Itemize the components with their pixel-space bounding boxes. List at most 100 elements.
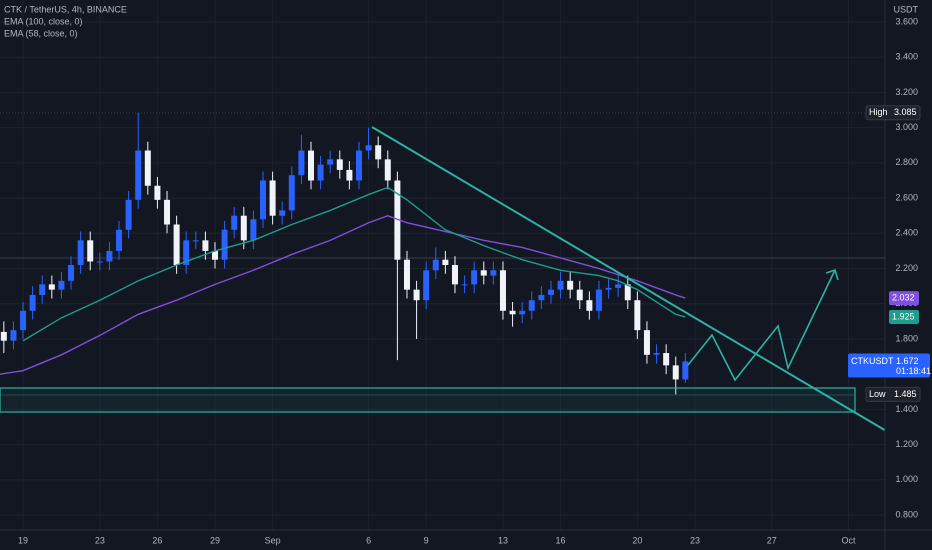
candle-body (557, 280, 564, 290)
y-tick-label: 2.400 (895, 228, 918, 238)
y-tick-label: 0.800 (895, 509, 918, 519)
candle-body (288, 175, 295, 211)
price-tag-value: 3.085 (894, 107, 917, 117)
candle-body (586, 300, 593, 311)
x-tick-label: 26 (152, 535, 162, 545)
candle-body (576, 289, 583, 301)
candle-body (269, 180, 276, 216)
candle-body (355, 150, 362, 181)
ema-line (0, 214, 686, 375)
candle-body (202, 240, 209, 251)
x-tick-label: 16 (556, 535, 566, 545)
arrow-head (825, 268, 839, 281)
candle-body (394, 180, 401, 260)
price-tag-countdown: 01:18:41 (896, 366, 931, 376)
candle-body (605, 287, 612, 290)
candle-body (96, 261, 103, 263)
candle-body (68, 265, 75, 281)
y-tick-label: 1.400 (895, 404, 918, 414)
price-tag-value: 1.925 (892, 311, 915, 321)
candle-body (39, 284, 46, 295)
candle-body (154, 185, 161, 200)
x-tick-label: 13 (498, 535, 508, 545)
ema-line (22, 186, 686, 342)
y-tick-label: 3.000 (895, 122, 918, 132)
y-tick-label: 3.600 (895, 16, 918, 26)
candle-body (135, 150, 142, 200)
candle-body (519, 310, 526, 315)
candle-body (183, 240, 190, 265)
y-tick-label: 3.400 (895, 52, 918, 62)
price-tag (889, 291, 919, 306)
candle-body (221, 229, 228, 260)
candle-body (260, 180, 267, 220)
y-tick-label: 1.200 (895, 439, 918, 449)
candle-body (317, 164, 324, 181)
time-axis (0, 530, 885, 550)
x-tick-label: 6 (366, 535, 371, 545)
price-tag-value: 1.672 (896, 356, 919, 366)
candle-body (48, 284, 55, 290)
price-tag-value: 1.485 (894, 389, 917, 399)
x-tick-label: 29 (210, 535, 220, 545)
y-tick-label: 2.200 (895, 263, 918, 273)
candle-body (0, 331, 7, 341)
currency: USDT (894, 4, 919, 14)
candle-body (192, 240, 199, 242)
candle-body (77, 240, 84, 265)
candle-body (29, 294, 36, 311)
candle-body (327, 159, 334, 165)
candle-body (480, 270, 487, 276)
price-tag-name: High (869, 107, 888, 117)
price-tag (889, 309, 919, 324)
price-tag-value: 2.032 (892, 292, 915, 302)
candle-body (538, 294, 545, 301)
x-tick-label: 23 (95, 535, 105, 545)
candle-body (624, 284, 631, 301)
x-tick-label: 19 (18, 535, 28, 545)
candle-body (509, 310, 516, 315)
ticks: 3.600 3.400 3.200 3.000 2.800 2.600 2.400 2.200… (18, 16, 918, 545)
price-tag (865, 105, 921, 121)
price-tag (865, 386, 921, 402)
candle-body (567, 280, 574, 290)
candle-body (346, 169, 353, 181)
x-tick-label: 9 (424, 535, 429, 545)
price-axis (885, 0, 932, 550)
indicator-label: EMA (58, close, 0) (4, 28, 78, 38)
x-tick-label: Sep (265, 535, 281, 545)
candle-body (615, 284, 622, 288)
chart-title: CTK / TetherUS, 4h, BINANCE (4, 4, 127, 14)
candle-body (87, 240, 94, 262)
candle-body (471, 270, 478, 285)
candles (0, 112, 689, 395)
candle-body (634, 300, 641, 331)
candle-body (403, 259, 410, 290)
candle-body (250, 219, 257, 241)
candle-body (672, 365, 679, 380)
candle-body (240, 215, 247, 241)
x-tick-label: 27 (767, 535, 777, 545)
candle-body (106, 250, 113, 262)
candle-body (384, 159, 391, 181)
support-zone (0, 387, 856, 413)
candle-body (231, 215, 238, 230)
candle-body (307, 150, 314, 181)
candle-body (212, 250, 219, 260)
candle-body (58, 280, 65, 290)
y-tick-label: 3.200 (895, 87, 918, 97)
candle-body (653, 353, 660, 355)
candle-body (144, 150, 151, 186)
x-tick-label: 20 (632, 535, 642, 545)
candle-body (20, 310, 27, 331)
candle-body (490, 270, 497, 276)
candle-body (279, 210, 286, 216)
price-tag (848, 353, 930, 378)
y-tick-label: 1.000 (895, 474, 918, 484)
candle-body (423, 270, 430, 301)
trendline (371, 126, 889, 433)
price-tag-name: CTKUSDT (851, 356, 894, 366)
